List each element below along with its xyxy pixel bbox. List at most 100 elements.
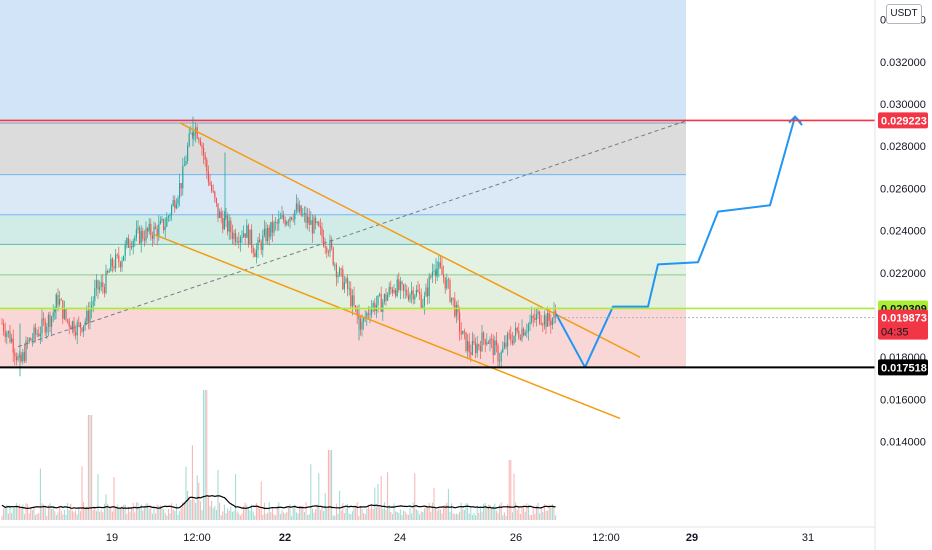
- volume-bar: [204, 390, 206, 520]
- candle-body: [403, 284, 405, 291]
- volume-bar: [262, 514, 264, 520]
- volume-bar: [222, 511, 224, 520]
- drawings[interactable]: [17, 115, 803, 420]
- time-axis[interactable]: 19 12:00 22 24 26 12:00 29 31: [0, 526, 875, 544]
- volume-bar: [300, 506, 302, 520]
- candle-body: [47, 314, 49, 327]
- candle-body: [428, 276, 430, 297]
- candle-body: [547, 312, 549, 327]
- candle-body: [323, 236, 325, 247]
- volume-bar: [383, 502, 385, 520]
- volume-bar: [355, 507, 357, 520]
- volume-bar: [425, 505, 427, 520]
- candle-body: [343, 282, 345, 290]
- volume-bar: [63, 509, 65, 520]
- volume-bar: [139, 509, 141, 520]
- volume-bar: [350, 514, 352, 520]
- volume-bar: [153, 506, 155, 520]
- candle-body: [516, 327, 518, 331]
- currency-label[interactable]: USDT: [886, 4, 922, 24]
- volume-bar: [311, 508, 313, 520]
- volume-bar: [38, 513, 40, 520]
- volume-bar: [87, 415, 89, 520]
- volume-bar: [521, 507, 523, 520]
- candle-body: [303, 212, 305, 215]
- price-tick-label: 0.014000: [880, 437, 926, 449]
- volume-bar: [268, 502, 270, 520]
- candle-body: [332, 247, 334, 265]
- volume-bar: [441, 513, 443, 520]
- price-axis[interactable]: 0.0140000.0160000.0180000.0200000.022000…: [874, 0, 928, 550]
- candle-body: [175, 204, 177, 209]
- candle-body: [417, 289, 419, 293]
- candle-body: [399, 281, 401, 290]
- candle-body: [251, 229, 253, 248]
- volume-bar: [126, 513, 128, 520]
- volume-bar: [46, 515, 48, 520]
- candle-body: [337, 275, 339, 278]
- volume-bar: [367, 504, 369, 520]
- candle-body: [283, 215, 285, 220]
- candle-body: [526, 331, 528, 333]
- volume-bar: [345, 507, 347, 520]
- volume-bar: [388, 505, 390, 520]
- time-tick-label: 22: [279, 532, 291, 544]
- volume-bar: [137, 502, 139, 520]
- candle-body: [465, 332, 467, 351]
- candle-body: [398, 279, 400, 290]
- volume-bar: [49, 503, 51, 520]
- candle-body: [209, 182, 211, 185]
- volume-bar: [143, 506, 145, 520]
- candle-body: [489, 339, 491, 344]
- volume-bar: [473, 512, 475, 520]
- candle-body: [318, 221, 320, 227]
- candle-body: [247, 225, 249, 245]
- volume-bar: [308, 514, 310, 520]
- volume-bar: [239, 515, 241, 520]
- candle-body: [255, 249, 257, 257]
- candle-body: [166, 217, 168, 227]
- candle-body: [510, 334, 512, 341]
- candle-body: [198, 138, 200, 141]
- candle-body: [356, 308, 358, 316]
- candle-body: [30, 338, 32, 341]
- volume-bar: [302, 505, 304, 520]
- candle-body: [183, 165, 185, 167]
- volume-bar: [191, 445, 193, 520]
- volume-bar: [409, 507, 411, 520]
- candle-body: [118, 255, 120, 263]
- candle-body: [164, 226, 166, 231]
- volume-bar: [227, 508, 229, 520]
- candle-body: [262, 235, 264, 250]
- volume-bar: [267, 512, 269, 520]
- volume-bar: [62, 514, 64, 520]
- volume-bar: [438, 508, 440, 520]
- current-price-badge: 0.019873 04:35: [878, 309, 928, 340]
- candle-body: [367, 312, 369, 315]
- candle-body: [204, 155, 206, 160]
- volume-bar: [479, 508, 481, 520]
- volume-bar: [327, 450, 329, 520]
- volume-bar: [447, 488, 449, 520]
- candle-body: [319, 226, 321, 228]
- candle-body: [187, 145, 189, 162]
- volume-bar: [151, 513, 153, 520]
- volume-bar: [393, 503, 395, 520]
- volume-bar: [431, 502, 433, 520]
- candle-body: [54, 307, 56, 313]
- volume-bar: [547, 510, 549, 520]
- horizontal-levels[interactable]: [0, 119, 875, 369]
- candle-body: [406, 289, 408, 296]
- candle-body: [193, 133, 195, 136]
- volume-bar: [483, 503, 485, 520]
- volume-bar: [537, 502, 539, 520]
- volume-ma-line: [1, 495, 556, 510]
- candle-body: [140, 230, 142, 244]
- candle-body: [387, 294, 389, 301]
- candle-body: [519, 337, 521, 340]
- volume-bar: [230, 506, 232, 520]
- volume-bar: [158, 505, 160, 520]
- volume-bar: [471, 514, 473, 520]
- volume-bar: [465, 503, 467, 520]
